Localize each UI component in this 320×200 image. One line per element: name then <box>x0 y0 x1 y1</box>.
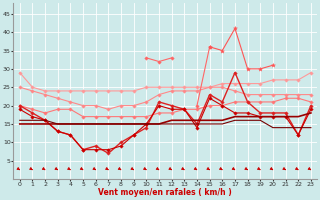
X-axis label: Vent moyen/en rafales ( km/h ): Vent moyen/en rafales ( km/h ) <box>99 188 232 197</box>
